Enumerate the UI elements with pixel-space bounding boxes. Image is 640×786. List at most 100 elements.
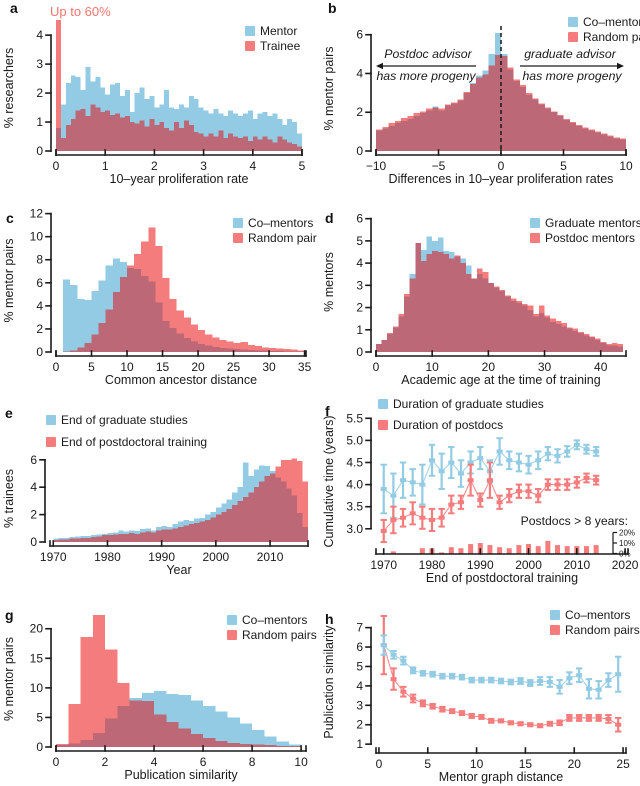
bar [227,717,240,747]
bar-overlap [617,346,624,352]
x-tick-label: 15 [156,360,170,374]
bar-overlap [69,538,75,542]
plot-area [376,236,624,352]
arrowhead [617,62,624,70]
bar [205,334,213,352]
bar-overlap [607,136,614,151]
bar-overlap [280,481,287,542]
bar-overlap [80,537,86,542]
data-point [615,722,622,727]
bar-overlap [572,330,579,352]
x-tick-label: −5 [432,159,446,173]
x-tick-label: 2 [151,159,158,173]
bar-overlap [382,128,389,151]
data-point [537,679,544,684]
data-point [546,680,553,684]
legend-label: Postdoc mentors [545,231,635,245]
panel-f-chart: 20%10%0%3.03.54.04.55.05.519701980199020… [322,397,639,585]
bar-overlap [240,349,248,352]
bar-overlap [218,130,224,151]
bar-overlap [426,110,433,151]
bar-overlap [129,700,142,747]
data-point [409,511,416,516]
bar-overlap [297,146,302,151]
panel-letter-f: f [325,403,330,419]
bar-overlap [262,136,268,151]
panel-letter-h: h [325,611,334,627]
bar-overlap [595,339,601,352]
legend-swatch [245,26,255,36]
legend-swatch [233,218,243,228]
bar [288,744,302,747]
panel-letter-a: a [10,0,18,16]
bar-overlap [409,278,416,352]
data-point [390,517,397,522]
bar [292,122,298,151]
bar-overlap [527,309,534,352]
bar-overlap [507,69,514,151]
data-point [390,493,397,498]
data-point [556,720,563,725]
x-tick-label: 0 [373,360,380,374]
bar-overlap [286,488,292,542]
annotation-text: graduate advisor [524,47,617,61]
y-tick-label: 20 [30,622,44,636]
legend-label: Co–mentors [248,216,313,230]
panel-a: a 0 1 2 3 4 0 1 2 3 4 5 10–year proliferation rate%… [0,0,320,196]
bar-overlap [193,132,199,151]
bar-overlap [150,532,157,542]
data-point [537,723,544,728]
data-point [525,462,532,467]
panel-e: e 0 2 4 6 1970 1980 1990 2000 2010 Year % trainees… [0,391,320,591]
bar-overlap [588,130,595,151]
data-point [554,453,561,458]
bar-overlap [183,120,189,151]
bar-overlap [376,344,382,352]
x-tick-label: 2010 [257,550,284,564]
x-axis-label: Mentor graph distance [439,770,563,784]
plot-area [380,614,622,733]
data-point [467,460,474,465]
data-point [448,502,455,507]
panel-c: c 0 2 4 6 8 10 12 0 5 10 15 20 25 30 35 Common ancestor… [0,196,320,391]
bar [105,265,113,352]
bar [70,75,76,151]
bar [203,110,209,151]
bar-overlap [226,348,234,352]
bar-overlap [65,124,71,151]
bar [247,345,255,352]
x-axis-label: Academic age at the time of training [401,373,600,387]
data-point [400,478,407,483]
legend-label: Duration of graduate studies [393,397,544,411]
y-tick-label: 0 [356,144,363,158]
bar [233,113,239,151]
bar [139,87,145,151]
data-point [583,447,590,452]
data-point [506,458,513,463]
data-point [498,679,504,684]
bar-overlap [70,119,76,151]
y-tick-label: 5.5 [346,411,363,425]
plot-area [376,32,626,152]
bar [92,615,106,747]
data-point [605,678,612,683]
bar-overlap [219,347,227,352]
plot-area [53,458,308,542]
y-tick-label: 4.5 [346,455,363,469]
bar-overlap [95,107,101,151]
x-tick-label: 6 [200,755,207,769]
bar-overlap [124,116,130,151]
x-tick-label: 1970 [40,550,67,564]
bar-overlap [606,345,612,352]
data-point [400,658,407,663]
data-point [576,673,583,678]
bar [242,113,248,151]
bar-overlap [276,745,289,747]
mini-bar [439,552,445,554]
bar [198,330,206,352]
bar-overlap [190,341,199,352]
bar-overlap [451,103,458,151]
bar-overlap [84,342,92,352]
bar [84,300,92,352]
